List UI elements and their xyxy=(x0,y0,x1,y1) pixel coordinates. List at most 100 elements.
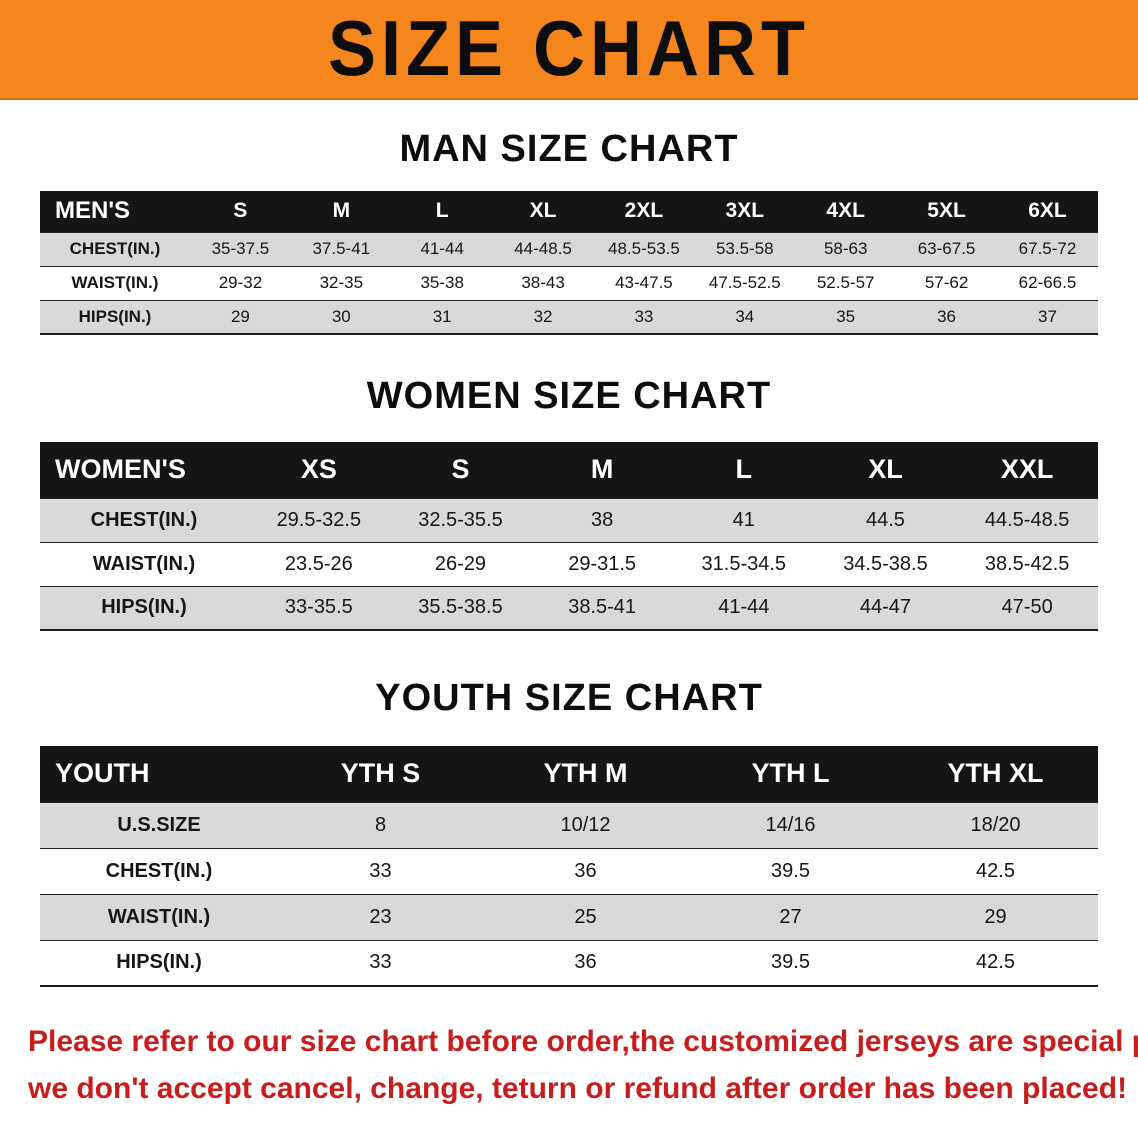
size-value: 41-44 xyxy=(718,596,770,619)
women-size-table: WOMEN'S XS S M L XL XXL CHEST(IN.) 29.5-32.5 32.5… xyxy=(40,442,1098,631)
size-value: 25 xyxy=(574,905,597,928)
size-value: 29.5-32.5 xyxy=(276,508,362,531)
size-value: 53.5-58 xyxy=(715,239,774,258)
size-value: 31 xyxy=(432,306,452,326)
table-header-row: WOMEN'S XS S M L XL XXL xyxy=(40,442,1098,498)
size-chart-banner: SIZE CHART xyxy=(0,0,1138,100)
order-policy-line-1: Please refer to our size chart before or… xyxy=(28,1025,1138,1058)
size-value: 44.5 xyxy=(865,508,905,531)
size-value: 33 xyxy=(634,306,654,326)
size-value: 42.5 xyxy=(976,859,1015,882)
row-label: U.S.SIZE xyxy=(117,813,201,836)
size-value: 35 xyxy=(836,306,856,326)
size-value: 63-67.5 xyxy=(917,239,976,258)
size-column-header: 2XL xyxy=(593,191,695,232)
size-column-header: 5XL xyxy=(896,191,997,232)
size-column-header: XL xyxy=(492,191,594,232)
table-row: HIPS(IN.) 29 30 31 32 33 34 35 36 37 xyxy=(40,300,1098,334)
table-row: WAIST(IN.) 29-32 32-35 35-38 38-43 43-47.5 47.… xyxy=(40,266,1098,300)
size-value: 47.5-52.5 xyxy=(708,273,781,292)
size-value: 31.5-34.5 xyxy=(701,552,787,575)
size-value: 34.5-38.5 xyxy=(843,552,928,575)
row-label: CHEST(IN.) xyxy=(90,508,198,531)
size-value: 26-29 xyxy=(434,552,487,575)
size-column-header: XXL xyxy=(956,442,1098,498)
table-corner-label: MEN'S xyxy=(40,191,190,232)
table-header-row: YOUTH YTH S YTH M YTH L YTH XL xyxy=(40,746,1098,802)
size-column-header: 6XL xyxy=(997,191,1098,232)
women-size-chart-heading: WOMEN SIZE CHART xyxy=(366,375,772,417)
size-column-header: L xyxy=(391,191,493,232)
table-corner-label: WOMEN'S xyxy=(40,442,248,498)
table-header-row: MEN'S S M L XL 2XL 3XL 4XL 5XL 6XL xyxy=(40,191,1098,232)
size-column-header: YTH XL xyxy=(893,746,1098,802)
banner-title: SIZE CHART xyxy=(328,5,810,93)
size-value: 32 xyxy=(533,306,553,326)
youth-size-table: YOUTH YTH S YTH M YTH L YTH XL U.S.SIZE 8 10/12… xyxy=(40,746,1098,987)
size-value: 35.5-38.5 xyxy=(418,596,503,619)
order-policy-line-2: we don't accept cancel, change, teturn o… xyxy=(28,1071,1128,1105)
size-value: 35-38 xyxy=(420,273,464,292)
size-value: 43-47.5 xyxy=(615,273,673,292)
table-row: CHEST(IN.) 33 36 39.5 42.5 xyxy=(40,848,1098,894)
size-column-header: S xyxy=(389,442,532,498)
size-column-header: XS xyxy=(248,442,390,498)
size-column-header: XL xyxy=(814,442,957,498)
row-label: CHEST(IN.) xyxy=(69,239,161,258)
size-value: 27 xyxy=(779,905,802,928)
size-value: 41-44 xyxy=(420,239,464,258)
size-value: 58-63 xyxy=(823,239,868,258)
size-value: 39.5 xyxy=(771,859,810,882)
size-column-header: YTH M xyxy=(483,746,688,802)
men-size-chart-heading: MAN SIZE CHART xyxy=(399,128,739,170)
table-row: HIPS(IN.) 33 36 39.5 42.5 xyxy=(40,940,1098,986)
row-label: HIPS(IN.) xyxy=(78,306,152,326)
size-value: 41 xyxy=(732,508,755,531)
size-column-header: YTH S xyxy=(278,746,483,802)
size-value: 33 xyxy=(369,859,392,882)
size-value: 35-37.5 xyxy=(211,239,270,258)
row-label: WAIST(IN.) xyxy=(92,552,196,575)
size-column-header: L xyxy=(672,442,815,498)
size-value: 44-48.5 xyxy=(514,239,572,258)
order-policy-note: Please refer to our size chart before or… xyxy=(28,1019,1138,1112)
size-value: 48.5-53.5 xyxy=(608,239,680,258)
table-row: HIPS(IN.) 33-35.5 35.5-38.5 38.5-41 41-44 44-… xyxy=(40,586,1098,630)
size-value: 23 xyxy=(369,905,392,928)
size-value: 33 xyxy=(369,951,392,974)
size-value: 23.5-26 xyxy=(284,552,353,575)
size-value: 37.5-41 xyxy=(312,239,371,258)
table-row: WAIST(IN.) 23.5-26 26-29 29-31.5 31.5-34.5 34… xyxy=(40,542,1098,586)
size-value: 36 xyxy=(937,306,957,326)
size-value: 37 xyxy=(1038,306,1057,326)
size-value: 30 xyxy=(331,306,351,326)
size-value: 29 xyxy=(984,905,1007,928)
size-value: 44-47 xyxy=(859,596,912,619)
size-value: 38.5-41 xyxy=(568,596,637,619)
size-column-header: 4XL xyxy=(795,191,897,232)
row-label: WAIST(IN.) xyxy=(71,273,159,292)
size-value: 47-50 xyxy=(1001,596,1053,619)
table-row: WAIST(IN.) 23 25 27 29 xyxy=(40,894,1098,940)
men-size-table: MEN'S S M L XL 2XL 3XL 4XL 5XL 6XL CHEST(IN.) 35-37… xyxy=(40,191,1098,335)
row-label: HIPS(IN.) xyxy=(116,951,202,974)
table-corner-label: YOUTH xyxy=(40,746,278,802)
size-value: 42.5 xyxy=(976,951,1015,974)
row-label: CHEST(IN.) xyxy=(105,859,213,882)
size-column-header: YTH L xyxy=(688,746,893,802)
size-column-header: M xyxy=(290,191,392,232)
size-value: 38 xyxy=(591,508,614,531)
table-row: CHEST(IN.) 29.5-32.5 32.5-35.5 38 41 44.5 44.5… xyxy=(40,498,1098,542)
size-value: 62-66.5 xyxy=(1018,273,1077,292)
size-value: 10/12 xyxy=(560,813,611,836)
size-column-header: S xyxy=(190,191,291,232)
table-row: U.S.SIZE 8 10/12 14/16 18/20 xyxy=(40,802,1098,848)
size-value: 52.5-57 xyxy=(816,273,875,292)
size-column-header: M xyxy=(531,442,673,498)
size-value: 8 xyxy=(374,813,387,836)
size-value: 38-43 xyxy=(521,273,565,292)
table-row: CHEST(IN.) 35-37.5 37.5-41 41-44 44-48.5 48.5… xyxy=(40,232,1098,266)
size-column-header: 3XL xyxy=(694,191,796,232)
size-value: 36 xyxy=(574,859,597,882)
